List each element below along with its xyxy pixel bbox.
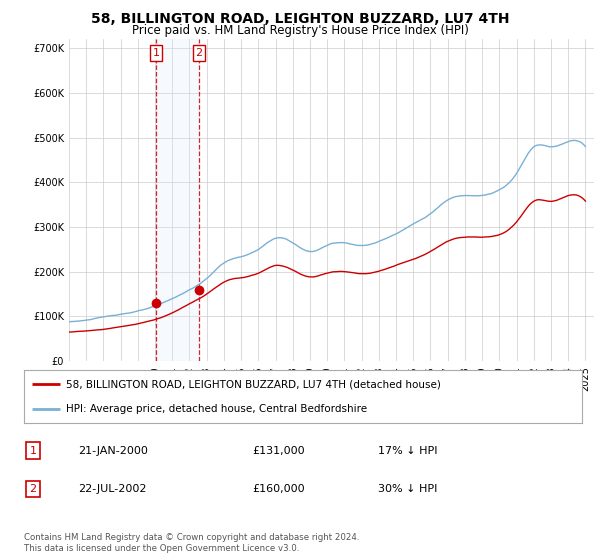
Text: 1: 1 [29, 446, 37, 456]
Text: Price paid vs. HM Land Registry's House Price Index (HPI): Price paid vs. HM Land Registry's House … [131, 24, 469, 36]
Bar [156, 39, 199, 361]
Text: 22-JUL-2002: 22-JUL-2002 [78, 484, 146, 494]
Text: £160,000: £160,000 [252, 484, 305, 494]
Text: 58, BILLINGTON ROAD, LEIGHTON BUZZARD, LU7 4TH: 58, BILLINGTON ROAD, LEIGHTON BUZZARD, L… [91, 12, 509, 26]
Text: £131,000: £131,000 [252, 446, 305, 456]
Text: 58, BILLINGTON ROAD, LEIGHTON BUZZARD, LU7 4TH (detached house): 58, BILLINGTON ROAD, LEIGHTON BUZZARD, L… [66, 380, 441, 390]
Text: 2: 2 [196, 48, 203, 58]
Text: 1: 1 [152, 48, 160, 58]
Text: 2: 2 [29, 484, 37, 494]
Text: 17% ↓ HPI: 17% ↓ HPI [378, 446, 437, 456]
Text: Contains HM Land Registry data © Crown copyright and database right 2024.
This d: Contains HM Land Registry data © Crown c… [24, 533, 359, 553]
Text: 30% ↓ HPI: 30% ↓ HPI [378, 484, 437, 494]
Text: HPI: Average price, detached house, Central Bedfordshire: HPI: Average price, detached house, Cent… [66, 404, 367, 414]
Text: 21-JAN-2000: 21-JAN-2000 [78, 446, 148, 456]
